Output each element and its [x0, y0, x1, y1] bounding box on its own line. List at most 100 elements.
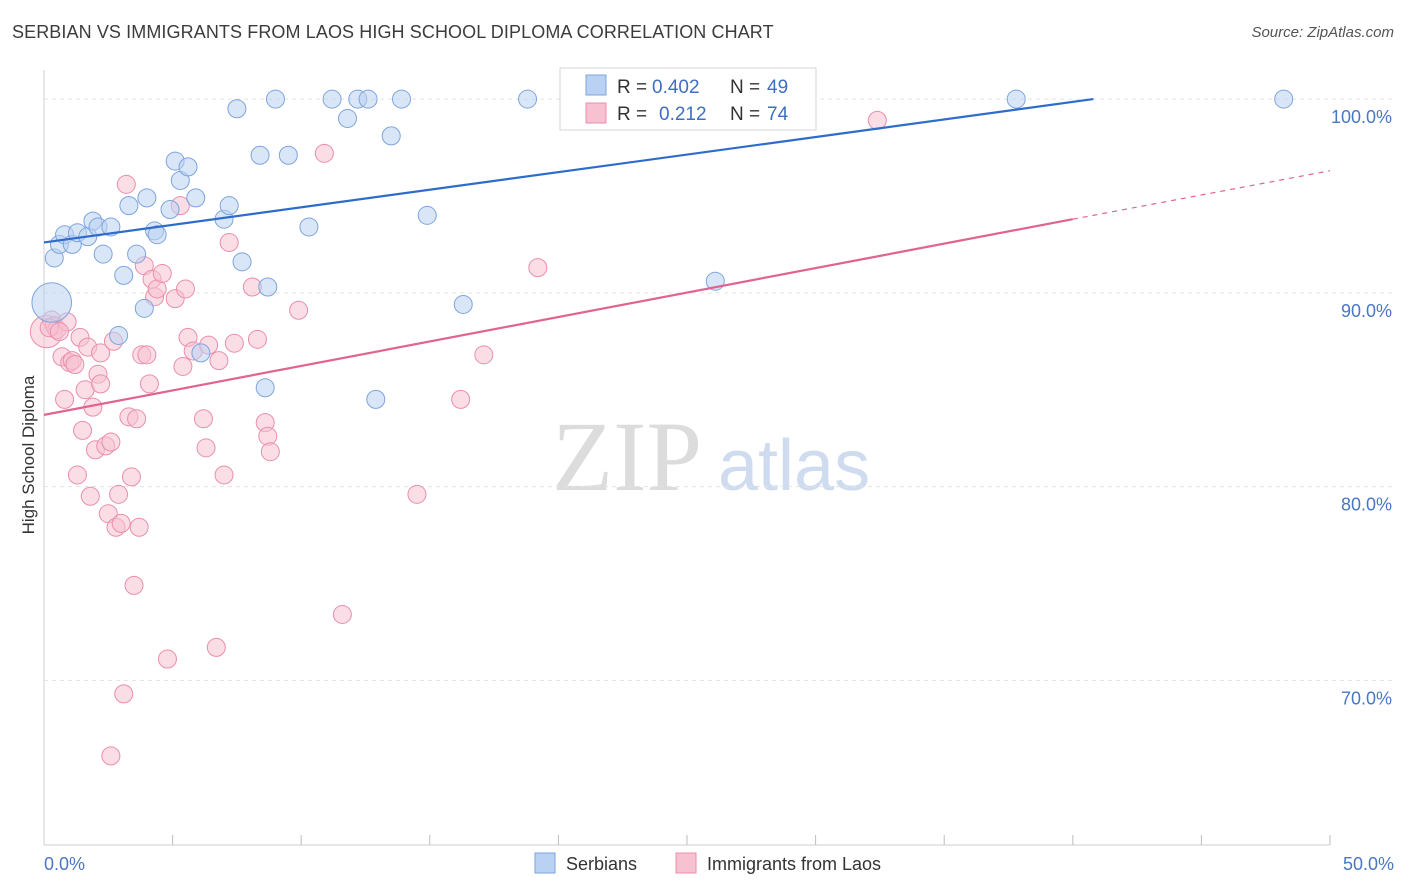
point-serbians [186, 188, 206, 208]
legend-swatch-serbians [585, 74, 607, 96]
point-laos [152, 263, 172, 283]
point-laos [332, 604, 352, 624]
point-serbians [518, 89, 538, 109]
point-serbians [227, 99, 247, 119]
bottom-legend-serbians: Serbians [566, 854, 637, 874]
point-laos [193, 409, 213, 429]
point-laos [121, 467, 141, 487]
point-laos [258, 426, 278, 446]
legend-laos-r-label: R = [617, 104, 647, 125]
legend-serbians-n-value: 49 [767, 77, 788, 98]
point-laos [260, 442, 280, 462]
bottom-legend-swatch-laos [675, 852, 697, 874]
point-laos [206, 637, 226, 657]
point-laos [175, 279, 195, 299]
y-tick-label: 90.0% [1341, 301, 1392, 321]
bottom-legend-laos: Immigrants from Laos [707, 854, 881, 874]
x-tick-label: 0.0% [44, 854, 85, 874]
legend-swatch-laos [585, 102, 607, 124]
y-axis-title: High School Diploma [19, 375, 38, 534]
series-laos-points [29, 110, 887, 766]
point-serbians [1274, 89, 1294, 109]
point-laos [67, 465, 87, 485]
point-serbians [178, 157, 198, 177]
point-serbians [232, 252, 252, 272]
point-laos [196, 438, 216, 458]
point-serbians [392, 89, 412, 109]
point-serbians [337, 108, 357, 128]
trendline-laos [43, 218, 1074, 416]
point-serbians [93, 244, 113, 264]
point-laos [124, 575, 144, 595]
x-axis-ticks [172, 835, 1331, 845]
point-laos [91, 343, 111, 363]
point-laos [407, 484, 427, 504]
point-serbians [119, 196, 139, 216]
point-laos [289, 300, 309, 320]
point-serbians [453, 294, 473, 314]
point-laos [109, 484, 129, 504]
point-laos [49, 322, 69, 342]
y-tick-label: 70.0% [1341, 688, 1392, 708]
point-serbians [250, 145, 270, 165]
point-laos [474, 345, 494, 365]
legend-laos-n-value: 74 [767, 104, 789, 125]
point-laos [65, 355, 85, 374]
point-laos [247, 329, 267, 349]
trend-lines [43, 97, 1331, 416]
point-laos [314, 143, 334, 163]
watermark-atlas-text: atlas [718, 426, 870, 506]
bottom-legend-swatch-serbians [534, 852, 556, 874]
point-serbians [191, 343, 211, 363]
point-laos [55, 389, 75, 409]
bottom-legend: Serbians Immigrants from Laos [534, 852, 881, 874]
point-laos [157, 649, 177, 669]
point-serbians [134, 298, 154, 318]
point-serbians [255, 378, 275, 398]
point-serbians [31, 282, 73, 323]
chart-title: SERBIAN VS IMMIGRANTS FROM LAOS HIGH SCH… [12, 22, 774, 42]
point-serbians [299, 217, 319, 237]
point-laos [101, 432, 121, 452]
watermark-zip-text: ZIP [552, 401, 702, 512]
point-serbians [358, 89, 378, 109]
y-axis-tick-labels: 100.0% 90.0% 80.0% 70.0% [1331, 107, 1392, 708]
point-serbians [114, 265, 134, 285]
x-tick-label: 50.0% [1343, 854, 1394, 874]
x-axis-tick-labels: 0.0% 50.0% [44, 854, 1394, 874]
trendline-serbians [43, 97, 1094, 244]
point-serbians [417, 205, 437, 225]
point-serbians [381, 126, 401, 146]
point-serbians [160, 200, 180, 219]
point-laos [111, 513, 131, 533]
point-laos [214, 465, 234, 485]
legend-serbians-n-label: N = [730, 77, 760, 98]
legend-laos-n-label: N = [730, 104, 760, 125]
point-laos [80, 486, 100, 506]
point-laos [451, 389, 471, 409]
series-serbians-points [31, 89, 1294, 409]
point-serbians [127, 244, 147, 264]
point-serbians [101, 217, 121, 237]
point-serbians [1006, 89, 1026, 109]
watermark: ZIP atlas [552, 401, 870, 512]
y-tick-label: 80.0% [1341, 495, 1392, 515]
point-serbians [109, 325, 129, 345]
legend-laos-r-value: 0.212 [659, 104, 707, 125]
point-serbians [322, 89, 342, 109]
point-serbians [147, 225, 167, 245]
point-laos [219, 232, 239, 252]
point-laos [127, 409, 147, 429]
source-credit: Source: ZipAtlas.com [1251, 24, 1394, 41]
legend-box: R = 0.402 N = 49 R = 0.212 N = 74 [559, 67, 817, 131]
point-serbians [219, 196, 239, 216]
point-laos [73, 420, 93, 440]
point-laos [114, 684, 134, 704]
legend-serbians-r-label: R = [617, 77, 647, 98]
legend-serbians-r-value: 0.402 [652, 77, 700, 98]
point-serbians [265, 89, 285, 109]
point-laos [224, 333, 244, 353]
point-laos [101, 746, 121, 766]
y-tick-label: 100.0% [1331, 107, 1392, 127]
